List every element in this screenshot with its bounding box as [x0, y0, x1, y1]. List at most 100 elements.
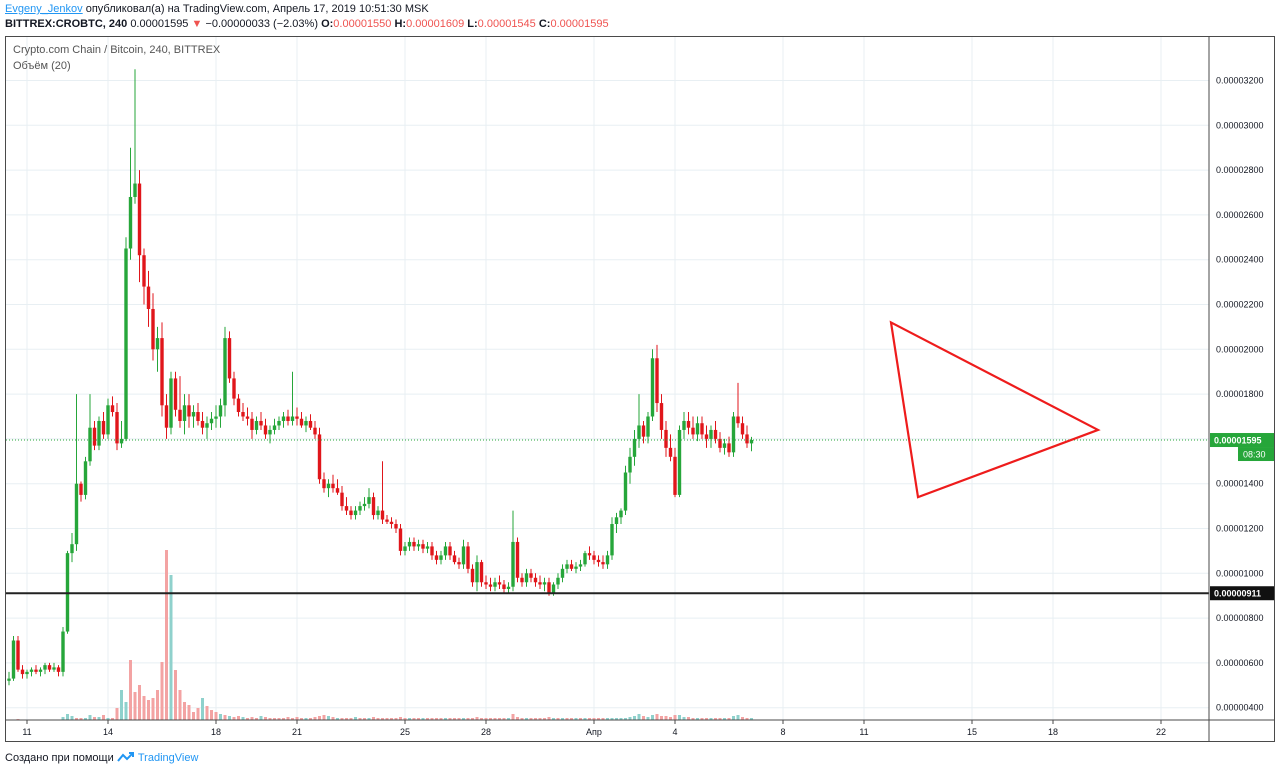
volume-bar — [192, 712, 195, 720]
footer: Создано при помощи TradingView — [5, 752, 198, 764]
candle-body — [353, 510, 358, 516]
candle-body — [668, 447, 673, 457]
candle-body — [88, 427, 92, 462]
volume-bar — [214, 712, 218, 720]
volume-bar — [547, 717, 551, 720]
candle-body — [191, 412, 196, 417]
volume-bar — [349, 718, 353, 720]
candle-body — [425, 546, 430, 549]
volume-bar — [309, 718, 312, 720]
author-link[interactable]: Evgeny_Jenkov — [5, 3, 83, 15]
candle-body — [443, 546, 448, 556]
volume-bar — [183, 702, 186, 720]
volume-bar — [601, 718, 605, 720]
volume-legend: Объём (20) — [13, 60, 71, 72]
candle-body — [448, 546, 452, 556]
candle-body — [47, 665, 52, 670]
volume-bar — [174, 670, 177, 720]
volume-bar — [255, 718, 258, 720]
volume-bar — [471, 718, 474, 720]
candle-body — [515, 541, 520, 578]
x-tick-label: 18 — [211, 727, 221, 737]
candle-body — [749, 440, 754, 444]
volume-bar — [543, 718, 546, 720]
volume-bar — [453, 718, 456, 720]
volume-bar — [205, 706, 209, 720]
volume-bar — [201, 698, 204, 720]
volume-bar — [687, 717, 690, 720]
chart-frame[interactable] — [5, 36, 1275, 742]
tradingview-logo-icon[interactable] — [117, 752, 138, 764]
volume-bar — [583, 718, 587, 720]
candle-body — [16, 640, 20, 670]
y-tick-label: 0.00002200 — [1216, 300, 1264, 310]
candle-body — [569, 564, 574, 569]
volume-bar — [570, 718, 573, 720]
candle-body — [461, 546, 466, 565]
y-tick-label: 0.00001000 — [1216, 568, 1264, 578]
volume-bar — [534, 718, 537, 720]
candle-body — [367, 497, 371, 504]
candle-body — [452, 555, 457, 563]
candle-body — [137, 183, 142, 256]
countdown-label: 08:30 — [1243, 450, 1266, 460]
volume-bar — [624, 718, 627, 720]
last-price-label: 0.00001595 — [1214, 436, 1262, 446]
volume-bar — [502, 718, 506, 720]
candle-body — [601, 562, 605, 565]
candle-body — [317, 434, 322, 480]
volume-bar — [75, 718, 78, 720]
volume-bar — [363, 718, 366, 720]
y-tick-label: 0.00001800 — [1216, 389, 1264, 399]
candle-body — [214, 416, 218, 419]
volume-bar — [327, 716, 330, 720]
candle-body — [110, 405, 115, 413]
volume-bar — [340, 718, 344, 720]
volume-bar — [682, 717, 686, 720]
candle-body — [304, 420, 308, 426]
candle-body — [178, 409, 182, 421]
candle-body — [718, 438, 722, 448]
triangle-pattern — [889, 320, 1101, 499]
volume-bar — [597, 718, 600, 720]
candle-body — [331, 483, 335, 489]
volume-bar — [588, 718, 591, 720]
volume-bar — [498, 718, 501, 720]
candle-body — [695, 423, 700, 435]
footer-brand[interactable]: TradingView — [137, 752, 199, 764]
volume-bar — [246, 718, 249, 720]
volume-bar — [592, 718, 596, 720]
volume-bar — [61, 717, 65, 720]
volume-bar — [358, 718, 362, 720]
candle-body — [466, 546, 470, 569]
candle-body — [704, 434, 709, 439]
candle-body — [650, 358, 655, 417]
candle-body — [430, 546, 434, 556]
candle-body — [596, 559, 601, 563]
candle-body — [565, 564, 569, 569]
candle-body — [646, 416, 650, 437]
candle-body — [29, 669, 34, 672]
y-tick-label: 0.00000600 — [1216, 658, 1264, 668]
candle-body — [493, 582, 497, 587]
volume-bar — [115, 708, 119, 720]
volume-bar — [219, 714, 222, 720]
volume-bar — [538, 718, 542, 720]
volume-bar — [552, 718, 555, 720]
candle-body — [34, 669, 38, 672]
volume-bar — [727, 718, 731, 720]
volume-bar — [84, 718, 87, 720]
candle-body — [313, 427, 317, 435]
candle-body — [52, 667, 56, 670]
volume-bar — [732, 716, 735, 720]
candle-body — [628, 456, 632, 473]
volume-bar — [705, 718, 708, 720]
candle-body — [664, 429, 668, 448]
volume-bar — [151, 698, 155, 720]
volume-bar — [462, 718, 465, 720]
volume-bar — [313, 717, 317, 720]
candle-body — [376, 510, 380, 516]
candle-body — [200, 420, 205, 428]
x-tick-label: 11 — [859, 727, 868, 737]
